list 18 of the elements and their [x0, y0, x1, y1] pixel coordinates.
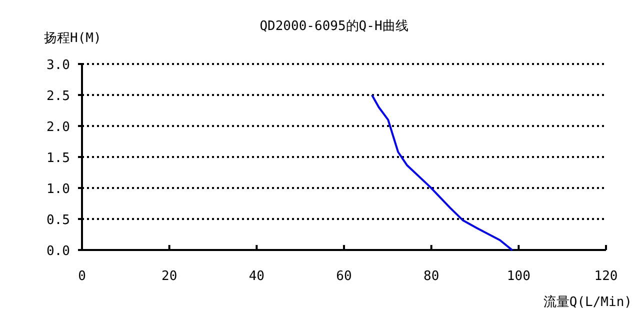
y-tick-label: 2.5: [46, 89, 70, 104]
line-series: [370, 94, 514, 251]
y-tick-label: 2.0: [46, 120, 70, 135]
y-tick-label: 0.0: [46, 244, 70, 259]
y-axis-title: 扬程H(M): [44, 31, 102, 46]
y-tick-label: 1.0: [46, 182, 70, 197]
x-axis-title: 流量Q(L/Min): [543, 294, 632, 310]
x-tick-label: 40: [248, 269, 264, 284]
x-tick-label: 120: [594, 269, 618, 284]
x-tick-label: 60: [336, 269, 352, 284]
y-tick-label: 0.5: [46, 213, 70, 228]
y-tick-label: 3.0: [46, 58, 70, 73]
chart-title: QD2000-6095的Q-H曲线: [260, 19, 408, 34]
x-tick-label: 0: [78, 269, 86, 284]
x-tick-label: 20: [162, 269, 178, 284]
x-tick-label: 80: [424, 269, 440, 284]
y-tick-label: 1.5: [46, 151, 70, 166]
x-tick-label: 100: [506, 269, 530, 284]
